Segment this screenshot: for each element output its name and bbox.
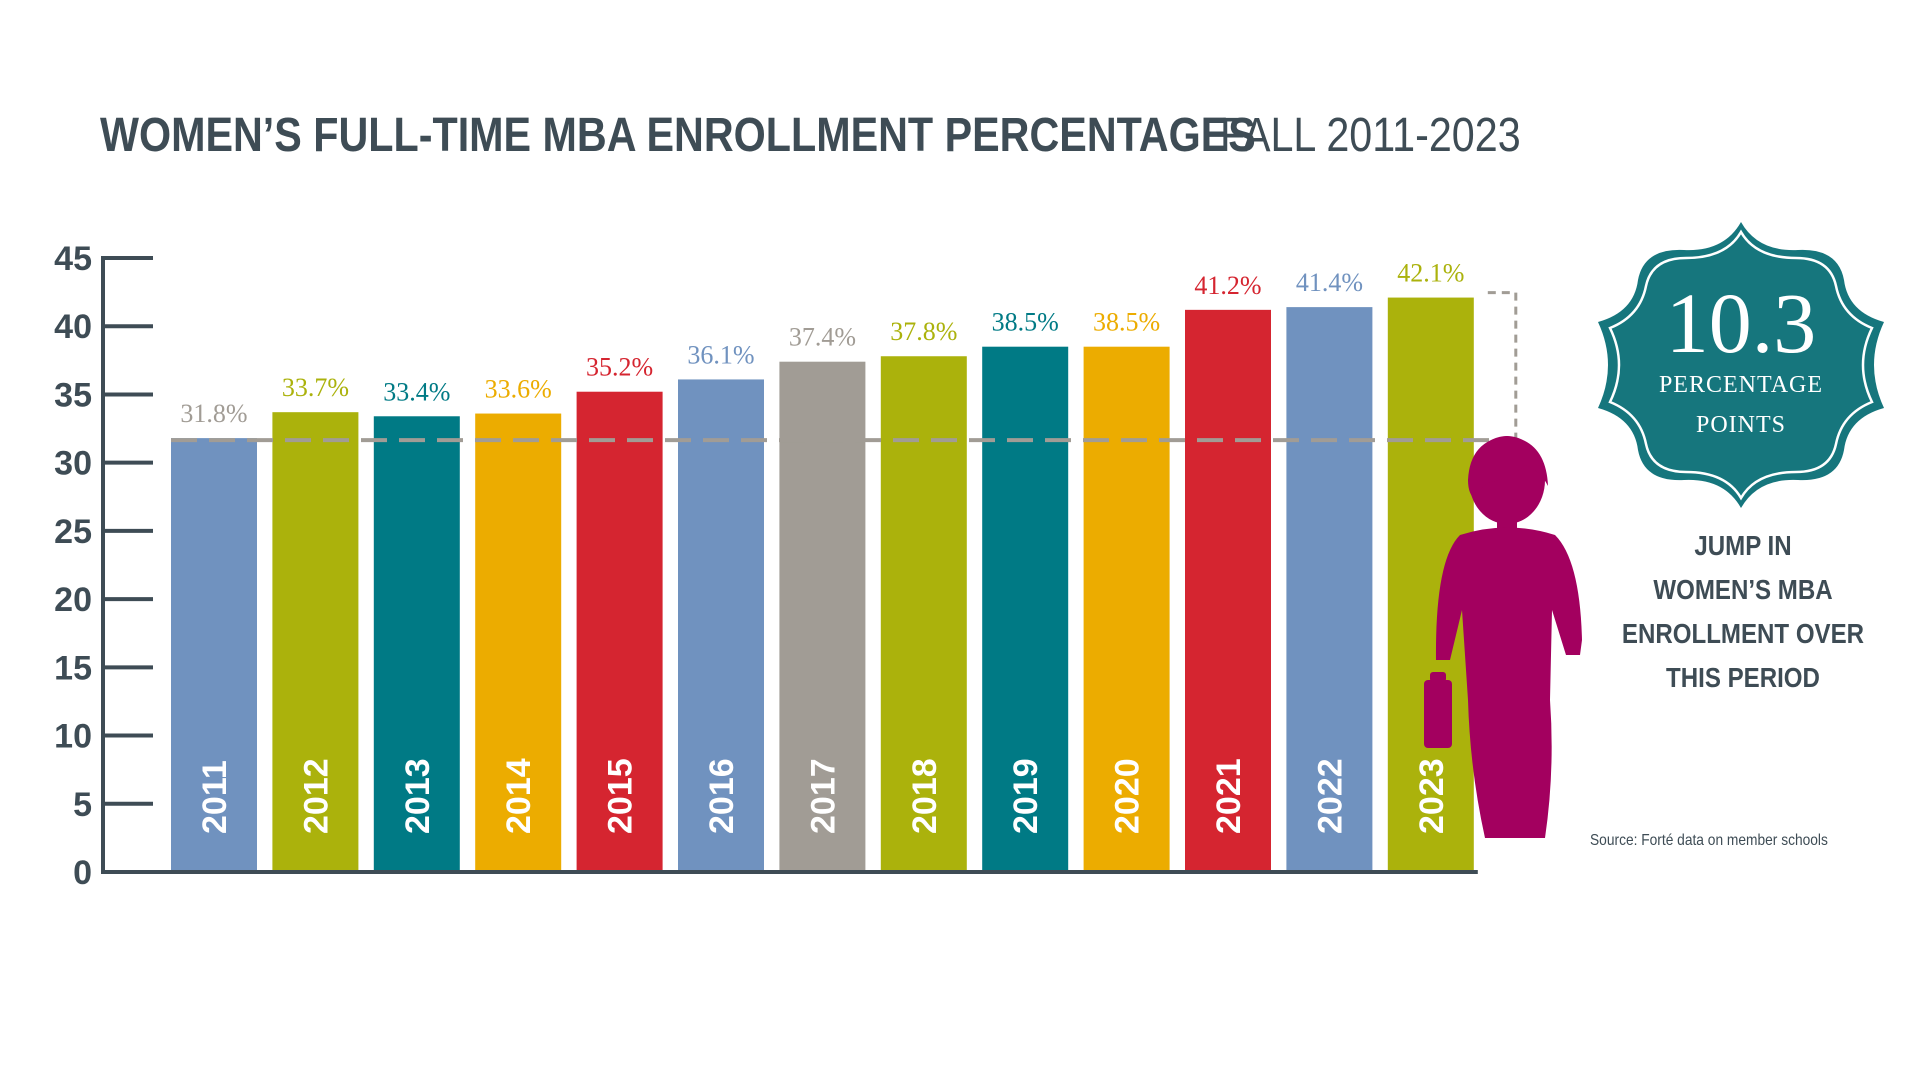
callout-unit-line1: PERCENTAGE: [1658, 372, 1824, 398]
bar: [373, 416, 460, 872]
caption-line: THIS PERIOD: [1666, 662, 1820, 693]
bar: [678, 379, 764, 872]
bar: [576, 391, 663, 872]
bar: [171, 438, 257, 872]
y-tick-label: 20: [54, 581, 92, 619]
caption-line: ENROLLMENT OVER: [1621, 618, 1865, 649]
data-label: 36.1%: [687, 340, 754, 369]
category-label: 2022: [1311, 758, 1349, 834]
category-label: 2021: [1210, 758, 1248, 834]
y-tick-label: 45: [54, 240, 92, 278]
data-label: 33.6%: [485, 375, 552, 404]
category-label: 2019: [1007, 758, 1045, 834]
bar: [272, 412, 359, 872]
data-label: 41.2%: [1194, 271, 1261, 300]
data-label: 33.4%: [383, 377, 450, 406]
source-note: Source: Forté data on member schools: [1590, 832, 1828, 849]
category-label: 2014: [500, 758, 538, 834]
callout-caption: JUMP IN WOMEN’S MBA ENROLLMENT OVER THIS…: [1600, 524, 1886, 700]
bar: [475, 413, 562, 872]
chart-subtitle: FALL 2011-2023: [1220, 109, 1521, 162]
y-tick-label: 5: [73, 786, 92, 824]
bar: [982, 346, 1069, 872]
bar: [1185, 309, 1271, 872]
data-label: 37.8%: [890, 317, 957, 346]
data-label: 38.5%: [1093, 308, 1160, 337]
data-label: 35.2%: [586, 353, 653, 382]
y-tick-label: 35: [54, 376, 92, 414]
businesswoman-icon: [1424, 436, 1582, 838]
data-label: 31.8%: [180, 399, 247, 428]
caption-line: JUMP IN: [1694, 530, 1792, 561]
y-tick-label: 40: [54, 308, 92, 346]
scalloped-frame-icon: [1598, 222, 1884, 508]
callout-badge: 10.3 PERCENTAGE POINTS: [1598, 222, 1884, 508]
category-label: 2012: [297, 758, 335, 834]
bar: [1286, 307, 1373, 872]
data-label: 37.4%: [789, 323, 856, 352]
data-label: 41.4%: [1296, 268, 1363, 297]
category-label: 2020: [1109, 758, 1147, 834]
y-tick-label: 10: [54, 718, 92, 756]
category-label: 2015: [602, 758, 640, 834]
data-label: 42.1%: [1397, 259, 1464, 288]
category-label: 2017: [804, 758, 842, 834]
callout-number: 10.3: [1665, 275, 1817, 371]
callout-unit-line2: POINTS: [1695, 412, 1786, 438]
y-tick-label: 30: [54, 445, 92, 483]
caption-line: WOMEN’S MBA: [1653, 574, 1833, 605]
data-label: 38.5%: [992, 308, 1059, 337]
data-label: 33.7%: [282, 373, 349, 402]
category-label: 2013: [399, 758, 437, 834]
chart-title: WOMEN’S FULL-TIME MBA ENROLLMENT PERCENT…: [100, 109, 1256, 162]
y-tick-label: 25: [54, 513, 92, 551]
bar: [1083, 346, 1170, 872]
category-label: 2018: [906, 758, 944, 834]
bar: [779, 361, 866, 872]
bar: [880, 356, 967, 872]
chart-header: WOMEN’S FULL-TIME MBA ENROLLMENT PERCENT…: [100, 108, 1521, 163]
y-tick-label: 0: [73, 854, 92, 892]
category-label: 2023: [1413, 758, 1451, 834]
category-label: 2011: [196, 760, 234, 834]
category-label: 2016: [703, 758, 741, 834]
y-tick-label: 15: [54, 649, 92, 687]
